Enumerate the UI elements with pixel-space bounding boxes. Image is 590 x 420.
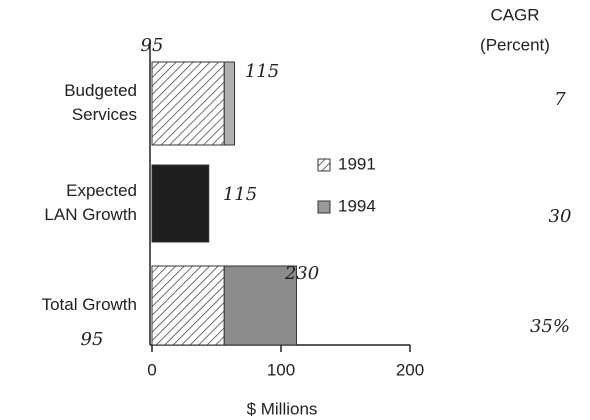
y-tick-label: LAN Growth bbox=[44, 205, 137, 224]
y-tick-label: Services bbox=[72, 105, 137, 124]
bar-segment bbox=[223, 265, 297, 346]
legend-label: 1991 bbox=[338, 154, 376, 173]
bar-segment bbox=[151, 61, 225, 146]
x-tick-label: 100 bbox=[267, 360, 295, 379]
legend-swatch bbox=[317, 158, 331, 172]
cagr-value: 35% bbox=[530, 316, 570, 337]
y-tick-label: Expected bbox=[66, 181, 137, 200]
bar-segment bbox=[151, 265, 225, 346]
annotation: 115 bbox=[245, 61, 279, 82]
annotation: 230 bbox=[284, 263, 319, 284]
cagr-value: 30 bbox=[549, 206, 572, 227]
bar-segment bbox=[151, 164, 210, 243]
x-tick-label: 0 bbox=[147, 360, 156, 379]
annotation: 95 bbox=[81, 329, 104, 350]
cagr-value: 7 bbox=[554, 89, 566, 110]
bar-segment bbox=[223, 61, 236, 146]
annotation: 95 bbox=[141, 35, 164, 56]
annotation: 115 bbox=[223, 184, 257, 205]
legend-swatch bbox=[317, 200, 331, 214]
y-tick-label: Budgeted bbox=[64, 81, 137, 100]
x-axis-label: $ Millions bbox=[247, 399, 318, 418]
y-tick-label: Total Growth bbox=[42, 295, 137, 314]
cagr-subtitle: (Percent) bbox=[480, 35, 550, 54]
legend-label: 1994 bbox=[338, 196, 376, 215]
cagr-title: CAGR bbox=[490, 5, 539, 24]
x-tick-label: 200 bbox=[396, 360, 424, 379]
